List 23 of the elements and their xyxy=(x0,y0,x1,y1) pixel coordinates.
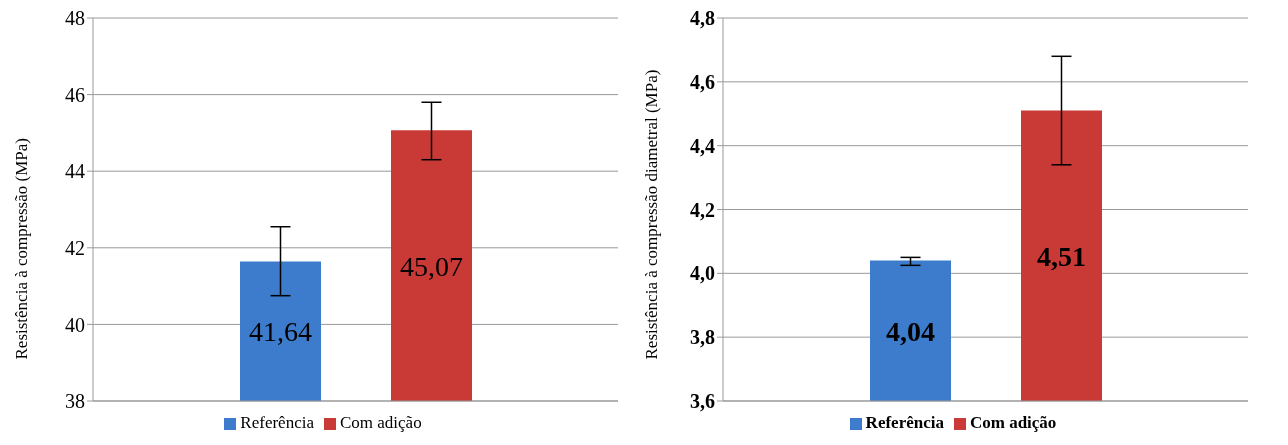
y-tick-label: 40 xyxy=(65,313,85,336)
data-label: 4,51 xyxy=(1037,240,1086,272)
data-label: 4,04 xyxy=(886,315,935,347)
y-tick-label: 4,8 xyxy=(690,7,715,30)
y-axis-title: Resistência à compressão (MPa) xyxy=(12,138,32,360)
data-label: 45,07 xyxy=(400,250,463,282)
y-tick-label: 4,2 xyxy=(690,198,715,221)
y-axis-title: Resistência à compressão diametral (MPa) xyxy=(642,69,662,360)
y-tick-label: 3,6 xyxy=(690,390,715,413)
legend-label: Referência xyxy=(240,413,314,432)
data-label: 41,64 xyxy=(249,316,312,348)
y-tick-label: 48 xyxy=(65,7,85,30)
legend-label: Com adição xyxy=(969,413,1057,432)
legend-label: Com adição xyxy=(339,413,422,432)
y-tick-label: 4,4 xyxy=(690,134,715,157)
y-tick-label: 3,8 xyxy=(690,326,715,349)
y-tick-label: 44 xyxy=(65,160,85,183)
y-tick-label: 38 xyxy=(65,390,85,413)
y-tick-label: 4,0 xyxy=(690,262,715,285)
y-tick-label: 4,6 xyxy=(690,70,715,93)
legend-label: Referência xyxy=(865,413,944,432)
y-tick-label: 46 xyxy=(65,83,85,106)
y-tick-label: 42 xyxy=(65,236,85,259)
